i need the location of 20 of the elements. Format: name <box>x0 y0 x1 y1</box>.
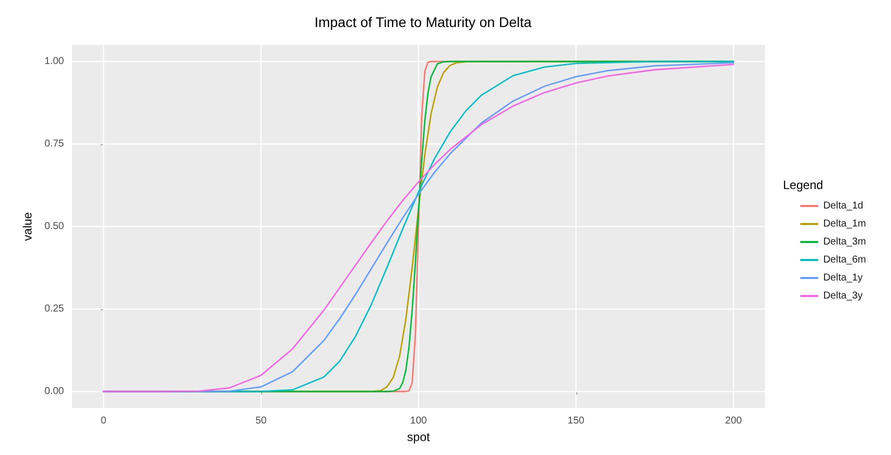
x-tick-label: 50 <box>255 416 267 426</box>
legend-label: Delta_3y <box>823 290 863 302</box>
y-tick-label: 0.50 <box>44 221 64 232</box>
chart-title: Impact of Time to Maturity on Delta <box>314 14 532 30</box>
legend-label: Delta_6m <box>823 254 866 266</box>
y-tick-label: 0.75 <box>44 138 64 150</box>
y-tick-label: 1.00 <box>44 56 64 67</box>
y-axis-title: value <box>20 212 35 241</box>
y-tick-label: 0.25 <box>44 304 64 314</box>
x-axis-title: spot <box>407 430 431 444</box>
legend-label: Delta_1d <box>823 200 864 212</box>
y-tick-label: 0.00 <box>44 386 64 397</box>
legend-label: Delta_1m <box>823 218 866 230</box>
legend-title: Legend <box>783 178 824 192</box>
legend-label: Delta_1y <box>823 272 863 284</box>
x-tick-label: 150 <box>568 416 585 426</box>
x-tick-label: 200 <box>725 416 742 426</box>
x-tick-label: 100 <box>410 416 428 426</box>
legend-label: Delta_3m <box>823 236 866 248</box>
x-tick-label: 0 <box>100 416 107 426</box>
